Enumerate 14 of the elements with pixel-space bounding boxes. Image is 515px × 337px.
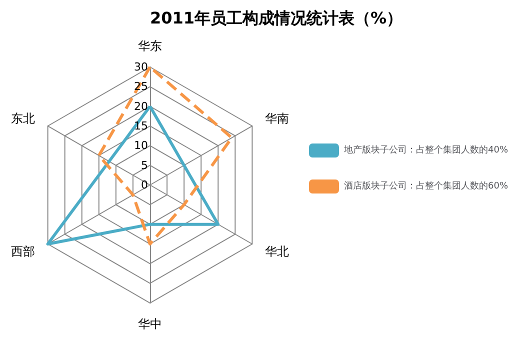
- legend-label: 酒店版块子公司：占整个集团人数的60%: [344, 180, 508, 192]
- spoke-label: 华北: [265, 244, 290, 258]
- spoke-label: 西部: [10, 244, 35, 258]
- y-tick-label: 0: [141, 178, 148, 192]
- spoke-label: 华中: [138, 317, 162, 331]
- legend-label: 地产版块子公司：占整个集团人数的40%: [342, 144, 508, 156]
- spoke-label: 华东: [138, 39, 162, 53]
- y-tick-label: 5: [141, 158, 148, 172]
- chart-title: 2011年员工构成情况统计表（%）: [150, 8, 403, 28]
- spoke-label: 华南: [265, 112, 290, 126]
- spoke-label: 东北: [10, 112, 35, 126]
- y-tick-label: 10: [134, 139, 148, 152]
- y-tick-label: 20: [134, 100, 148, 113]
- y-tick-label: 30: [134, 60, 148, 74]
